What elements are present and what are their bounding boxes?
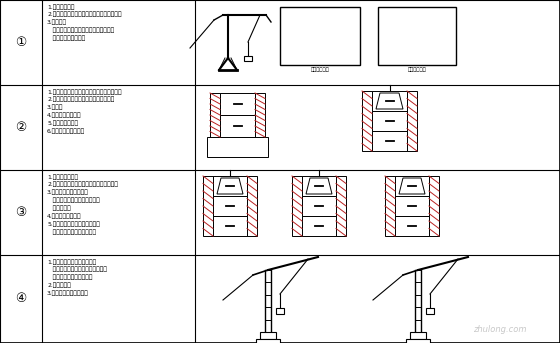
Polygon shape [302, 216, 336, 236]
Polygon shape [213, 216, 247, 236]
Polygon shape [255, 93, 265, 137]
Polygon shape [362, 91, 372, 151]
Polygon shape [210, 93, 220, 137]
Polygon shape [399, 178, 425, 194]
Text: 1.塪天工具就位；
2.将第一节模板展开，安装到第三节位置；
3.拆除第二节模板，内模
   散拆；安装第二节内模，安装
   内模支撑。
4.第二节模板就位；: 1.塪天工具就位； 2.将第一节模板展开，安装到第三节位置； 3.拆除第二节模板… [47, 174, 118, 235]
Polygon shape [220, 115, 255, 137]
Text: ③: ③ [15, 206, 27, 219]
Text: 钉面板示意图: 钉面板示意图 [311, 67, 329, 72]
Polygon shape [306, 178, 332, 194]
Polygon shape [213, 196, 247, 216]
Polygon shape [203, 176, 213, 236]
Polygon shape [256, 339, 280, 343]
Polygon shape [260, 332, 276, 339]
Polygon shape [207, 137, 268, 157]
Polygon shape [426, 308, 434, 314]
Polygon shape [406, 339, 430, 343]
Polygon shape [407, 91, 417, 151]
Polygon shape [220, 93, 255, 115]
Polygon shape [378, 7, 456, 65]
Polygon shape [395, 216, 429, 236]
Text: ①: ① [15, 36, 27, 49]
Text: 1.其他各节，重复上述工序；
   拆除第一节模板安装到最高位置；
   最上面模板浇筑完成后。
2.安装盖棁；
3.浇筑完成后拆除模板。: 1.其他各节，重复上述工序； 拆除第一节模板安装到最高位置； 最上面模板浇筑完成… [47, 259, 107, 296]
Polygon shape [385, 176, 395, 236]
Polygon shape [276, 308, 284, 314]
Polygon shape [302, 176, 336, 196]
Polygon shape [372, 111, 407, 131]
Polygon shape [336, 176, 346, 236]
Polygon shape [395, 196, 429, 216]
Polygon shape [302, 196, 336, 216]
Text: 钉面板示意图: 钉面板示意图 [408, 67, 426, 72]
Polygon shape [247, 176, 257, 236]
Polygon shape [292, 176, 302, 236]
Polygon shape [244, 56, 252, 61]
Polygon shape [395, 176, 429, 196]
Polygon shape [372, 131, 407, 151]
Polygon shape [280, 7, 360, 65]
Text: 1.备料、加工；
2.将用于第一节模板安装的模板块运至现场；
3.支立杆；
   安装第一节模板，第一节钢筋、浏笼；
   浇筑第一节混凝土。: 1.备料、加工； 2.将用于第一节模板安装的模板块运至现场； 3.支立杆； 安装… [47, 4, 122, 41]
Text: zhulong.com: zhulong.com [473, 326, 527, 334]
Text: ②: ② [15, 121, 27, 134]
Text: ④: ④ [15, 293, 27, 306]
Polygon shape [410, 332, 426, 339]
Text: 1.拆除第一节模板，将其翻转到第三节位置；
2.安装第二节模板，第二节钢筋、浏笼；
3.浇筑；
4.第一节浣度检验；
5.内模安装就位；
6.浇筑第二节混凝土。: 1.拆除第一节模板，将其翻转到第三节位置； 2.安装第二节模板，第二节钢筋、浏笼… [47, 89, 122, 134]
Polygon shape [376, 93, 403, 109]
Polygon shape [372, 91, 407, 111]
Polygon shape [217, 178, 243, 194]
Polygon shape [213, 176, 247, 196]
Polygon shape [429, 176, 439, 236]
